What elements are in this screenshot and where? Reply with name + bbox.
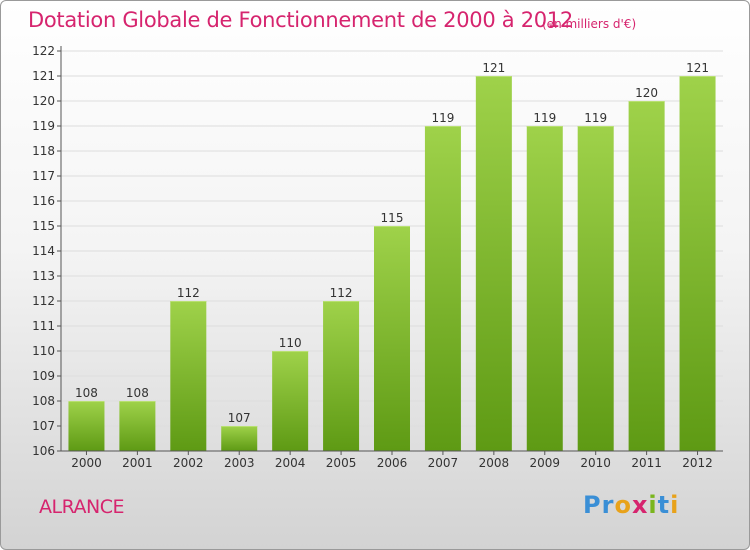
bar [679,76,716,451]
x-tick-label: 2010 [580,456,611,470]
value-label: 119 [431,111,454,125]
x-tick-label: 2011 [631,456,662,470]
value-label: 120 [635,86,658,100]
bar [170,301,207,451]
value-label: 115 [381,211,404,225]
value-label: 110 [279,336,302,350]
logo-letter: i [648,491,658,519]
bar [374,226,410,451]
value-label: 108 [75,386,98,400]
x-tick-labels: 2000 2001 2002 2003 2004 2005 2006 2007 2008 2009… [71,456,713,470]
x-tick-label: 2008 [479,456,510,470]
unit-note: (en milliers d'€) [542,17,637,31]
y-tick-label: 118 [32,144,55,158]
bar [323,301,360,451]
logo-letter: t [657,491,671,519]
y-tick-label: 111 [32,319,55,333]
y-tick-label: 116 [32,194,55,208]
value-label: 119 [584,111,607,125]
bar [68,401,105,451]
bars [68,76,716,451]
bar [475,76,512,451]
y-tick-label: 109 [32,369,55,383]
value-label: 108 [126,386,149,400]
x-tick-label: 2003 [224,456,255,470]
x-tick-label: 2000 [71,456,102,470]
value-label: 121 [686,61,709,75]
y-tick-label: 106 [32,444,55,458]
x-tick-label: 2005 [326,456,357,470]
axes [57,46,723,455]
bar [424,126,461,451]
y-tick-label: 120 [32,94,55,108]
bar [221,426,258,451]
y-tick-label: 113 [32,269,55,283]
y-tick-label: 108 [32,394,55,408]
y-tick-label: 110 [32,344,55,358]
logo-letter: P [583,491,602,519]
value-label: 112 [330,286,353,300]
y-tick-label: 112 [32,294,55,308]
x-tick-label: 2012 [682,456,713,470]
y-tick-label: 114 [32,244,55,258]
x-tick-label: 2004 [275,456,306,470]
y-tick-label: 119 [32,119,55,133]
logo-letter: i [670,491,680,519]
logo-letter: x [631,491,649,519]
value-label: 121 [482,61,505,75]
y-tick-label: 117 [32,169,55,183]
value-label: 112 [177,286,200,300]
y-tick-label: 122 [32,44,55,58]
x-tick-label: 2002 [173,456,204,470]
value-labels: 108 108 112 107 110 112 115 119 121 119 119 120 121 [75,61,709,425]
x-tick-label: 2006 [377,456,408,470]
proxiti-logo: Proxiti [583,491,679,519]
x-tick-label: 2007 [428,456,459,470]
value-label: 107 [228,411,251,425]
value-label: 119 [533,111,556,125]
bar [119,401,156,451]
logo-letter: r [601,491,615,519]
y-tick-label: 115 [32,219,55,233]
y-tick-label: 121 [32,69,55,83]
commune-name: ALRANCE [39,496,125,518]
x-tick-label: 2001 [122,456,153,470]
y-tick-labels: 106 107 108 109 110 111 112 113 114 115 116 117 118 1… [32,44,55,458]
bar [272,351,309,451]
y-tick-label: 107 [32,419,55,433]
bar [577,126,614,451]
bar [628,101,665,451]
bar [526,126,563,451]
x-tick-label: 2009 [529,456,560,470]
chart-title: Dotation Globale de Fonctionnement de 20… [28,8,573,32]
logo-letter: o [614,491,632,519]
